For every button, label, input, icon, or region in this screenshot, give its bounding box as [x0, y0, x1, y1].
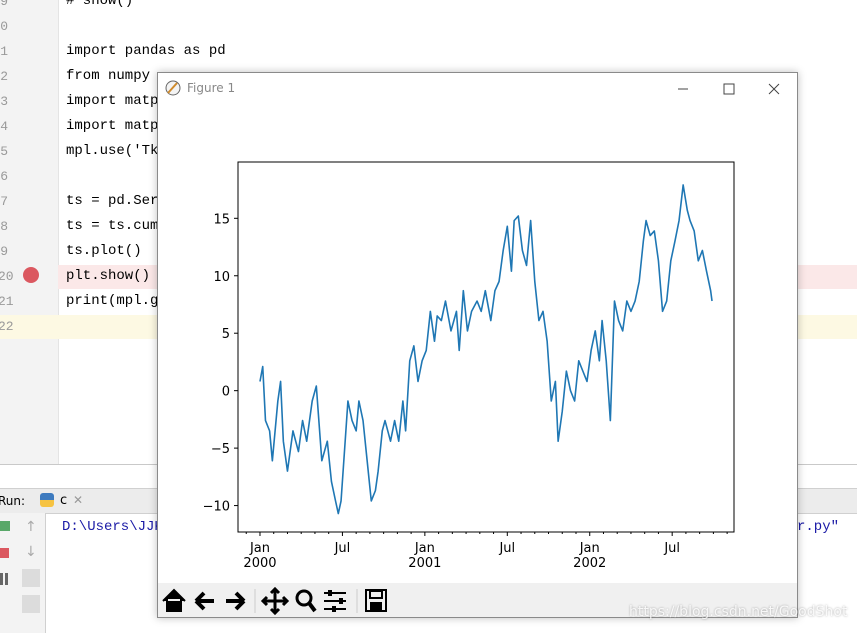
line-number: 21 [0, 294, 14, 309]
up-button[interactable]: ↑ [25, 519, 37, 535]
y-tick-label: 10 [213, 270, 230, 285]
zoom-button[interactable] [295, 589, 317, 613]
run-output: D:\Users\JJK [62, 519, 163, 535]
window-title: Figure 1 [187, 81, 236, 95]
code-line: ts = ts.cums [66, 218, 167, 234]
x-tick-label: Jan [414, 541, 435, 556]
close-tab[interactable]: ✕ [73, 493, 84, 507]
line-number: 8 [0, 219, 8, 234]
x-tick-label: Jan [579, 541, 600, 556]
run-label: Run: [0, 494, 26, 508]
y-tick-label: 15 [213, 212, 230, 227]
code-line: ts = pd.Seri [66, 193, 167, 209]
y-tick-label: 5 [222, 327, 230, 342]
pan-button[interactable] [260, 586, 290, 616]
line-number: 20 [0, 269, 14, 284]
line-number: 3 [0, 94, 8, 109]
y-tick-label: −5 [211, 442, 230, 457]
close[interactable] [768, 83, 780, 95]
line-number: 7 [0, 194, 8, 209]
scroll-button[interactable] [22, 595, 40, 613]
line-number: 5 [0, 144, 8, 159]
line-number: 4 [0, 119, 8, 134]
x-tick-label: Jan [249, 541, 270, 556]
code-line: from numpy [66, 68, 159, 84]
line-number: 1 [0, 44, 8, 59]
code-line: ts.plot() [66, 243, 142, 259]
run-output-end: r.py" [797, 519, 840, 535]
line-number: 6 [0, 169, 8, 184]
run-toolbar: ↑ ↓ [0, 513, 46, 633]
home-button[interactable] [162, 588, 186, 612]
configure-button[interactable] [324, 590, 346, 612]
code-line: import matp [66, 93, 159, 109]
y-tick-label: −10 [203, 500, 230, 515]
down-button[interactable]: ↓ [25, 544, 37, 560]
y-tick-label: 0 [222, 385, 230, 400]
window-controls [678, 83, 780, 95]
line-number: 9 [0, 0, 8, 9]
python-icon [40, 493, 54, 507]
pause-button[interactable] [0, 573, 8, 585]
x-tick-label: Jul [498, 541, 515, 556]
code-line: import matp [66, 118, 159, 134]
back-button[interactable] [194, 591, 214, 611]
toolbar [158, 583, 797, 617]
forward-button[interactable] [226, 591, 246, 611]
data-line [259, 184, 713, 515]
breakpoint[interactable] [23, 267, 39, 283]
toolbar-icons [162, 586, 387, 616]
axes-frame [237, 161, 735, 533]
code-line: # show() [66, 0, 134, 9]
save-button[interactable] [365, 589, 387, 612]
gutter [0, 0, 59, 465]
code-line: mpl.use('Tk [66, 143, 159, 159]
line-number: 0 [0, 19, 8, 34]
x-tick-label: Jul [663, 541, 680, 556]
line-number: 2 [0, 69, 8, 84]
code-line: print(mpl.ge [66, 293, 167, 309]
run-tab[interactable]: c [60, 493, 68, 508]
window-icon [165, 80, 181, 96]
code-line: plt.show() [66, 268, 151, 284]
code-line: import pandas as pd [66, 43, 226, 59]
x-tick-year: 2001 [408, 556, 441, 571]
rerun-button[interactable] [0, 521, 10, 531]
x-tick-year: 2002 [573, 556, 606, 571]
x-tick-year: 2000 [243, 556, 276, 571]
figure-window: Figure 1 −10 −5 0 5 10 15 Jan 2000 Jul Jan 2001 Jul… [157, 72, 798, 618]
maximize[interactable] [723, 83, 735, 95]
stop-button[interactable] [0, 548, 9, 558]
watermark: https://blog.csdn.net/GoodShot [629, 604, 848, 620]
x-tick-label: Jul [334, 541, 351, 556]
line-number: 22 [0, 319, 14, 334]
line-number: 9 [0, 244, 8, 259]
wrap-button[interactable] [22, 569, 40, 587]
